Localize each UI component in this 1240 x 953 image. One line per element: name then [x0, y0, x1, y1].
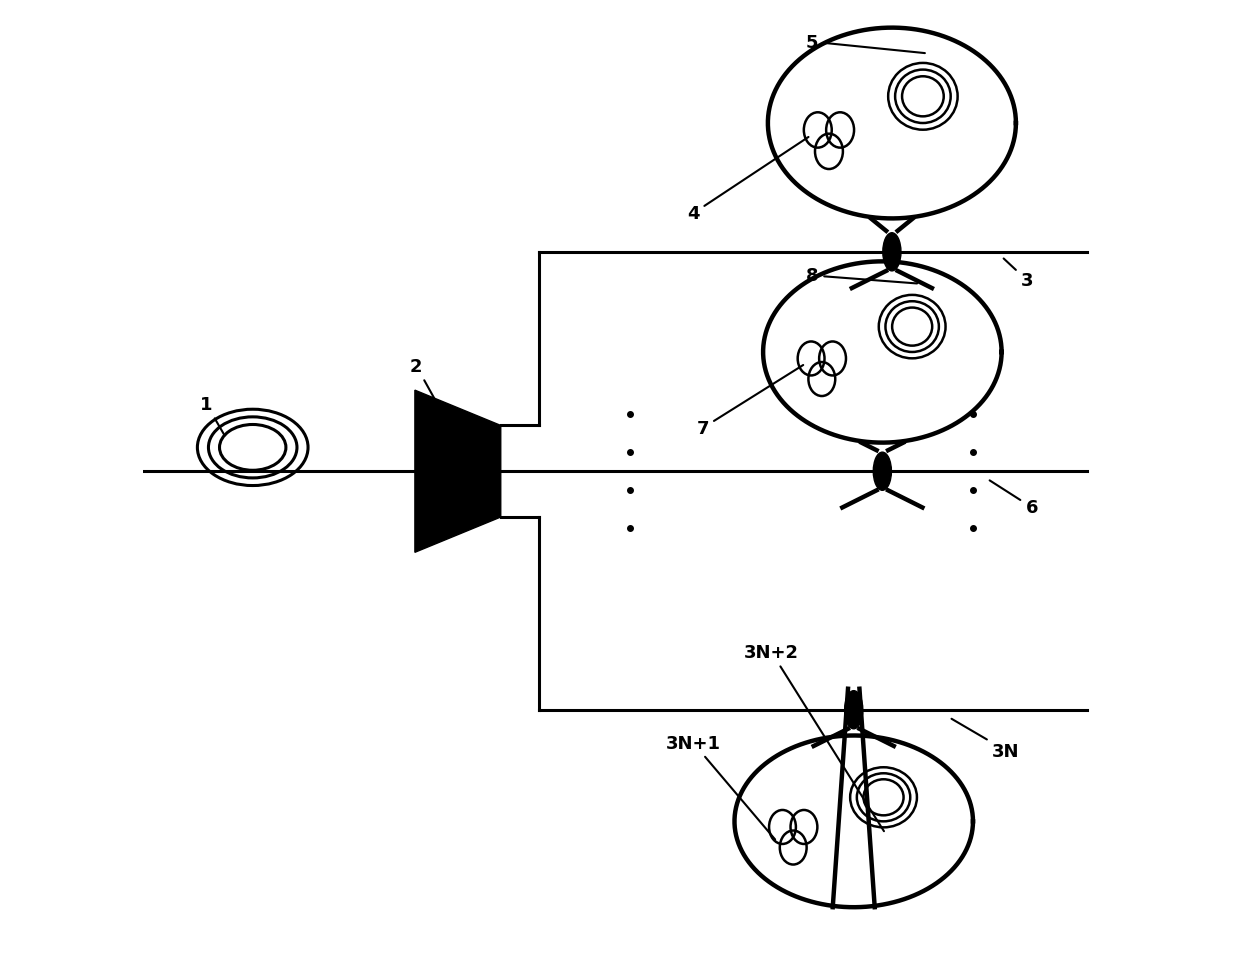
Ellipse shape: [883, 233, 901, 272]
Text: 3: 3: [1003, 259, 1033, 290]
Text: 6: 6: [990, 481, 1038, 517]
Polygon shape: [415, 391, 501, 553]
Text: 3N+2: 3N+2: [744, 643, 884, 831]
Text: 3N+1: 3N+1: [666, 734, 775, 840]
Text: 8: 8: [806, 267, 918, 285]
Text: 2: 2: [410, 357, 438, 404]
Ellipse shape: [844, 691, 863, 729]
Text: 3N: 3N: [951, 719, 1019, 760]
Ellipse shape: [873, 453, 892, 491]
Text: 1: 1: [200, 395, 224, 436]
Text: 5: 5: [806, 33, 925, 54]
Text: 7: 7: [697, 366, 804, 437]
Text: 4: 4: [687, 138, 808, 223]
